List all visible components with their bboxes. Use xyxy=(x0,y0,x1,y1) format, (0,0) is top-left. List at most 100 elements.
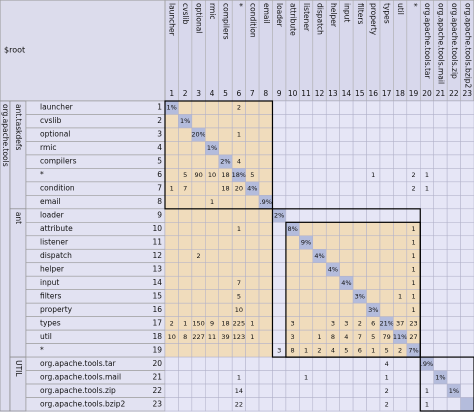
matrix-cell xyxy=(446,397,461,412)
matrix-cell xyxy=(446,316,461,331)
matrix-cell xyxy=(312,154,327,169)
matrix-cell xyxy=(433,316,448,331)
column-label: listener xyxy=(302,3,311,32)
matrix-cell xyxy=(191,275,206,290)
row-label: filters xyxy=(40,291,61,300)
matrix-cell xyxy=(299,397,314,412)
row-number: 12 xyxy=(152,251,162,260)
matrix-cell xyxy=(299,275,314,290)
matrix-cell xyxy=(205,249,219,263)
matrix-cell xyxy=(339,370,354,385)
matrix-cell xyxy=(460,275,474,290)
matrix-cell xyxy=(299,316,314,331)
matrix-cell xyxy=(446,249,461,263)
matrix-cell xyxy=(366,195,381,210)
row-label: org.apache.tools.mail xyxy=(40,372,121,381)
matrix-cell xyxy=(433,154,448,169)
cell-value: 1 xyxy=(371,346,375,354)
column-number: 21 xyxy=(436,89,446,98)
matrix-cell xyxy=(420,275,434,290)
matrix-cell xyxy=(272,383,287,398)
matrix-cell xyxy=(446,343,461,358)
matrix-cell xyxy=(406,383,421,398)
row-label: types xyxy=(40,318,61,327)
cell-value: 37 xyxy=(396,319,404,327)
column-label: cvslib xyxy=(181,3,190,25)
matrix-cell xyxy=(312,100,327,115)
cell-value: 1 xyxy=(183,319,187,327)
column-label: org.apache.tools.tar xyxy=(423,3,432,80)
matrix-cell xyxy=(245,222,260,237)
group-box xyxy=(9,208,27,358)
row-number: 21 xyxy=(152,372,162,381)
matrix-cell xyxy=(379,208,394,223)
cell-value: 1 xyxy=(411,279,415,287)
matrix-cell xyxy=(420,114,434,129)
matrix-cell xyxy=(339,289,354,304)
matrix-cell xyxy=(460,383,474,398)
cell-value: 1 xyxy=(237,225,241,233)
matrix-cell xyxy=(352,235,367,250)
matrix-cell xyxy=(164,370,179,385)
matrix-cell xyxy=(205,370,219,385)
matrix-cell xyxy=(178,343,193,358)
matrix-cell xyxy=(191,356,206,371)
cell-value: 1 xyxy=(237,131,241,139)
matrix-cell xyxy=(366,370,381,385)
matrix-cell xyxy=(285,289,300,304)
column-number: 4 xyxy=(210,89,215,98)
cell-value: 1 xyxy=(250,319,254,327)
matrix-cell xyxy=(325,195,340,210)
matrix-cell xyxy=(285,249,300,263)
matrix-cell xyxy=(272,397,287,412)
column-number: 10 xyxy=(288,89,298,98)
matrix-cell xyxy=(366,249,381,263)
matrix-cell xyxy=(446,100,461,115)
group-label: UTIL xyxy=(14,360,23,377)
matrix-cell xyxy=(446,329,461,344)
matrix-cell xyxy=(433,235,448,250)
matrix-cell xyxy=(299,383,314,398)
matrix-cell xyxy=(460,181,474,196)
matrix-cell xyxy=(325,249,340,263)
cell-value: 1 xyxy=(411,252,415,260)
column-number: 20 xyxy=(422,89,432,98)
matrix-cell xyxy=(272,168,287,183)
matrix-cell xyxy=(218,275,233,290)
column-number: 12 xyxy=(315,89,325,98)
matrix-cell xyxy=(325,114,340,129)
column-label: property xyxy=(369,3,378,36)
matrix-cell xyxy=(258,154,273,169)
matrix-cell xyxy=(178,302,193,317)
matrix-cell xyxy=(312,208,327,223)
matrix-cell xyxy=(379,100,394,115)
cell-value: 2 xyxy=(411,171,415,179)
column-label: types xyxy=(383,3,392,24)
matrix-cell xyxy=(299,181,314,196)
matrix-cell xyxy=(339,181,354,196)
matrix-cell xyxy=(446,262,461,277)
matrix-cell xyxy=(218,262,233,277)
matrix-cell xyxy=(258,249,273,263)
matrix-cell xyxy=(285,154,300,169)
matrix-cell xyxy=(446,114,461,129)
row-label: helper xyxy=(40,264,65,273)
matrix-cell xyxy=(420,141,434,156)
matrix-cell xyxy=(285,383,300,398)
matrix-cell xyxy=(312,383,327,398)
matrix-cell xyxy=(325,154,340,169)
matrix-cell xyxy=(164,235,179,250)
matrix-cell xyxy=(433,100,448,115)
row-number: 13 xyxy=(152,264,162,273)
column-number: 17 xyxy=(382,89,392,98)
matrix-cell xyxy=(379,181,394,196)
cell-value: 1 xyxy=(411,292,415,300)
matrix-cell xyxy=(460,114,474,129)
matrix-cell xyxy=(352,249,367,263)
cell-value: 2 xyxy=(170,319,174,327)
matrix-cell xyxy=(325,383,340,398)
row-label: loader xyxy=(40,211,65,220)
row-label: cvslib xyxy=(40,116,62,125)
matrix-cell xyxy=(178,249,193,263)
matrix-cell xyxy=(406,100,421,115)
